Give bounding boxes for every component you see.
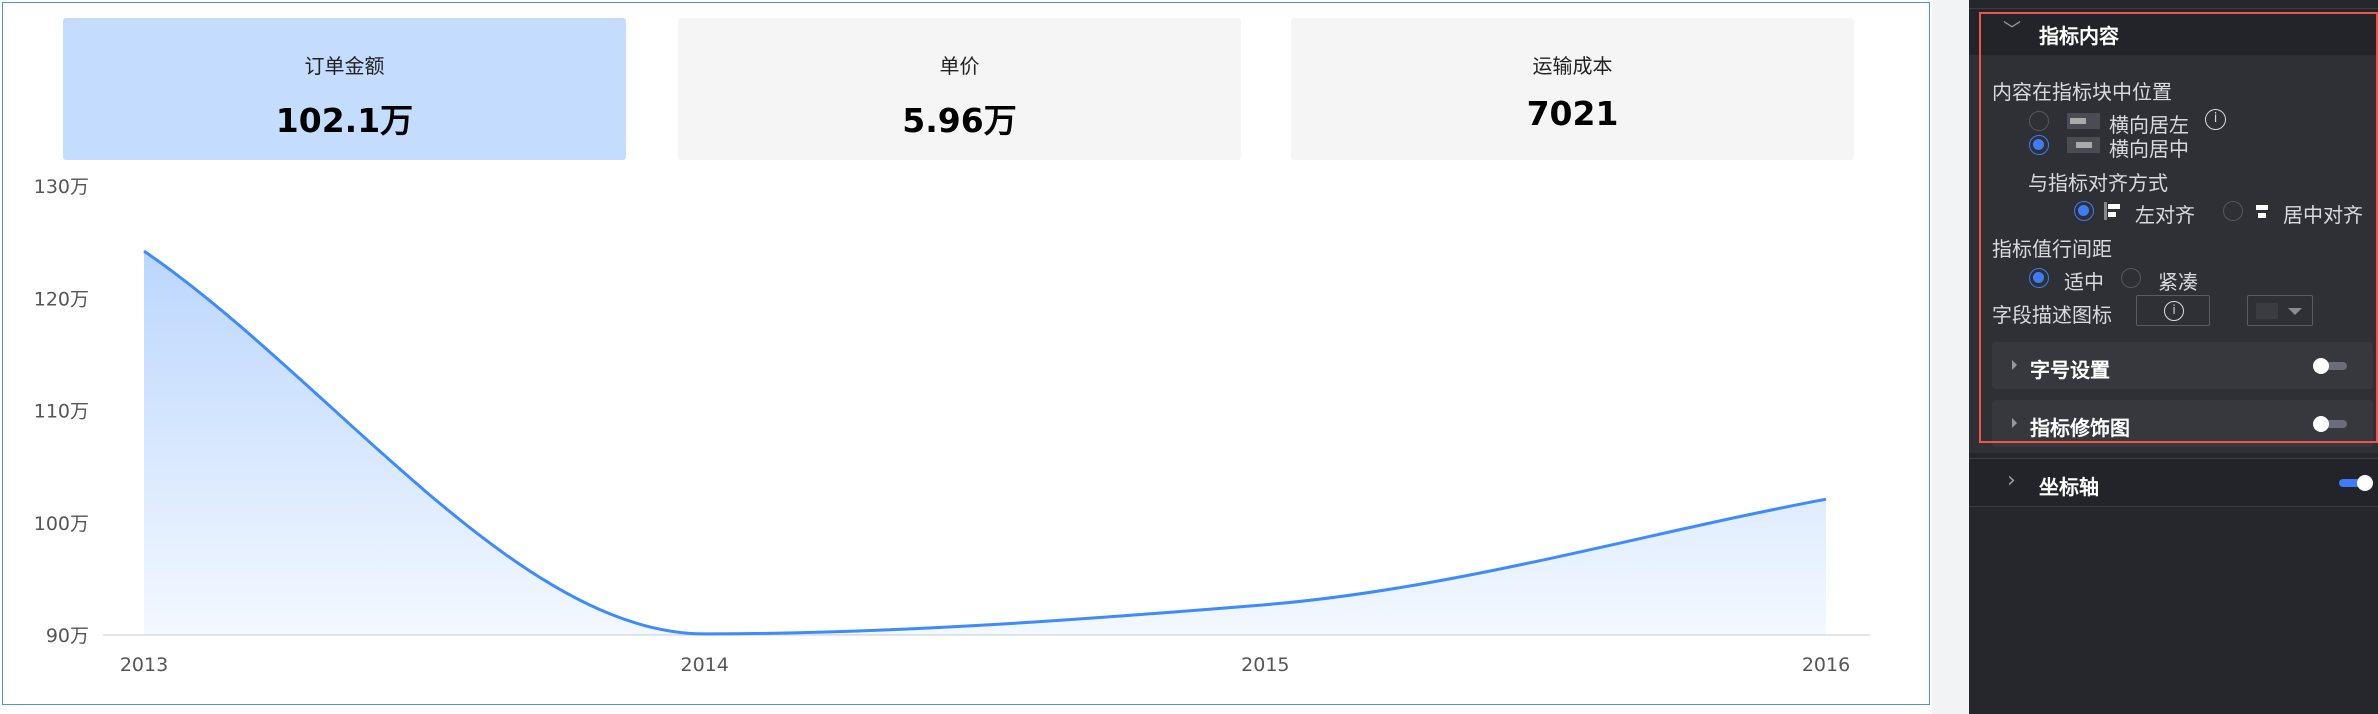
subsection-title: 指标修饰图	[2030, 416, 2130, 440]
kpi-value: 5.96万	[902, 101, 1017, 140]
field-icon-label: 字段描述图标	[1992, 303, 2112, 327]
position-label: 内容在指标块中位置	[1992, 80, 2172, 104]
subsection-font-size[interactable]: 字号设置	[1992, 342, 2373, 389]
area-fill	[144, 251, 1826, 636]
kpi-value: 7021	[1526, 94, 1619, 133]
y-tick-label: 100万	[34, 513, 89, 535]
chart-panel: 订单金额 102.1万 单价 5.96万 运输成本 7021 90万 100万 11…	[2, 2, 1930, 705]
section-header-axis[interactable]: › 坐标轴	[1969, 459, 2378, 506]
settings-panel: ﹀ 指标内容 内容在指标块中位置 横向居左 i 横向居中 与指标对齐方式 左对齐…	[1969, 0, 2378, 714]
center-swatch-icon	[2067, 137, 2100, 153]
x-tick-label: 2013	[120, 654, 168, 676]
kpi-label: 运输成本	[1532, 54, 1613, 78]
caret-right-icon	[2012, 360, 2017, 370]
icon-color-dropdown[interactable]	[2247, 295, 2313, 326]
y-tick-label: 110万	[34, 401, 89, 423]
spacing-label: 指标值行间距	[1992, 237, 2112, 261]
section-title: 指标内容	[2039, 24, 2119, 48]
subsection-decoration[interactable]: 指标修饰图	[1992, 400, 2373, 447]
font-size-toggle[interactable]	[2313, 358, 2347, 374]
section-header-indicator-content[interactable]: ﹀ 指标内容	[1969, 10, 2378, 55]
radio-spacing-medium[interactable]	[2029, 268, 2049, 288]
kpi-card-shipping-cost[interactable]: 运输成本 7021	[1291, 18, 1854, 160]
kpi-card-unit-price[interactable]: 单价 5.96万	[678, 18, 1241, 160]
section-title: 坐标轴	[2039, 475, 2099, 499]
option-label: 紧凑	[2158, 270, 2198, 294]
chevron-down-icon: ﹀	[2003, 20, 2021, 41]
option-label: 横向居中	[2109, 137, 2189, 161]
highlight-box	[1979, 12, 2378, 443]
info-icon: i	[2164, 301, 2184, 321]
kpi-card-order-amount[interactable]: 订单金额 102.1万	[63, 18, 626, 160]
option-label: 适中	[2064, 270, 2104, 294]
align-left-icon	[2104, 202, 2120, 220]
kpi-value: 102.1万	[275, 101, 414, 140]
subsection-title: 字号设置	[2030, 358, 2110, 382]
align-label: 与指标对齐方式	[2028, 171, 2168, 195]
series-line	[143, 249, 1827, 636]
radio-horizontal-center[interactable]	[2029, 135, 2049, 155]
option-label: 左对齐	[2135, 203, 2195, 227]
divider	[1932, 0, 1969, 714]
decoration-toggle[interactable]	[2313, 416, 2347, 432]
line-area-chart: 90万 100万 110万 120万 130万 2013 2014 2015 2016	[34, 176, 1870, 676]
caret-right-icon	[2012, 418, 2017, 428]
left-swatch-icon	[2067, 113, 2100, 129]
chevron-right-icon: ›	[2007, 468, 2016, 493]
kpi-label: 订单金额	[304, 54, 385, 78]
kpi-label: 单价	[939, 54, 980, 78]
field-icon-picker[interactable]: i	[2136, 295, 2210, 326]
axis-toggle[interactable]	[2339, 475, 2373, 491]
radio-spacing-compact[interactable]	[2121, 268, 2141, 288]
option-label: 居中对齐	[2283, 203, 2363, 227]
align-center-icon	[2255, 203, 2269, 219]
x-tick-label: 2014	[680, 654, 728, 676]
x-tick-label: 2016	[1802, 654, 1850, 676]
option-label: 横向居左	[2109, 113, 2189, 137]
caret-down-icon	[2288, 308, 2302, 315]
radio-horizontal-left[interactable]	[2029, 111, 2049, 131]
y-tick-label: 120万	[34, 288, 89, 310]
x-tick-label: 2015	[1241, 654, 1289, 676]
y-tick-label: 90万	[46, 625, 89, 647]
y-tick-label: 130万	[34, 176, 89, 198]
radio-align-left[interactable]	[2074, 201, 2094, 221]
radio-align-center[interactable]	[2223, 201, 2243, 221]
info-icon[interactable]: i	[2205, 109, 2226, 130]
